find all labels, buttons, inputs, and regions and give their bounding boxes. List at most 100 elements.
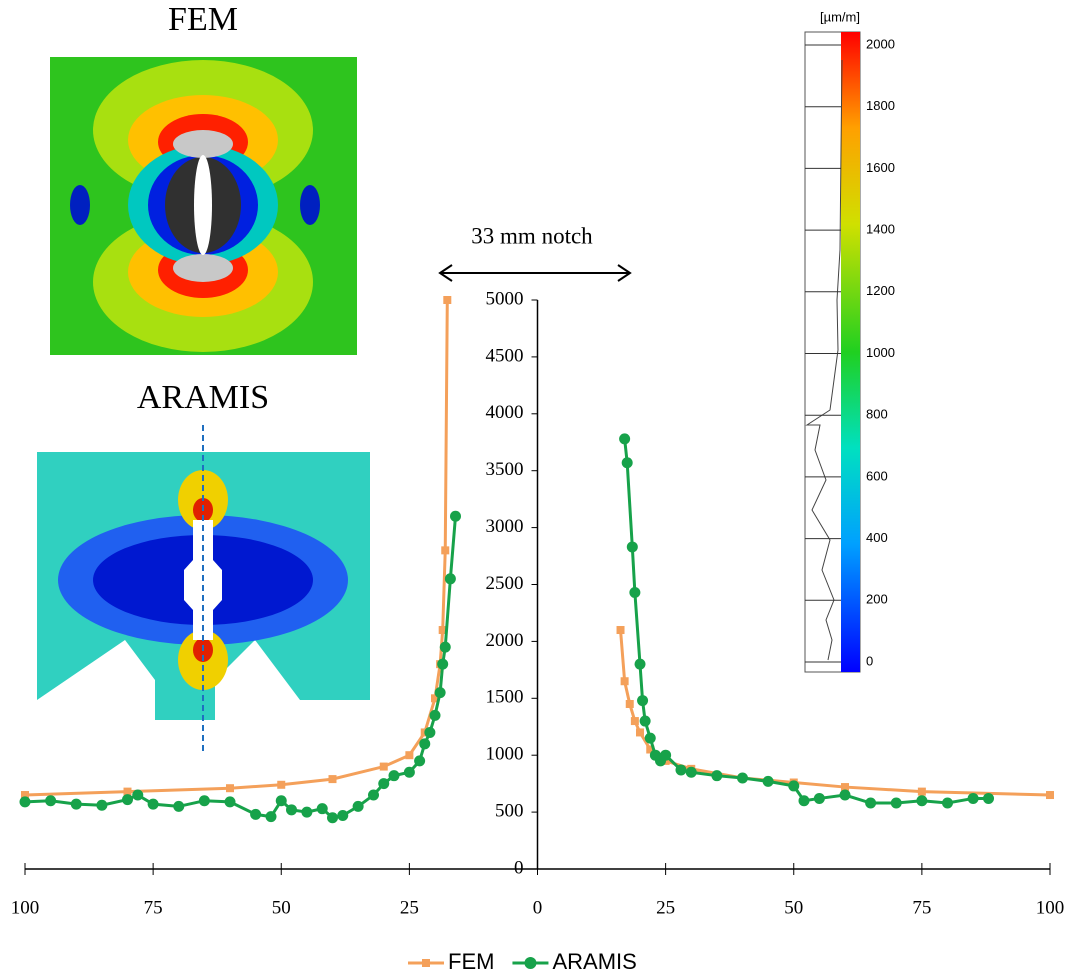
point [968,793,979,804]
colorbar-tick-label: 2000 [866,36,895,51]
point [414,755,425,766]
inset-title: ARAMIS [137,379,269,416]
x-tick-label: 0 [533,897,543,918]
point [380,763,388,771]
point [814,793,825,804]
point [277,781,285,789]
point [626,700,634,708]
colorbar-tick-label: 1400 [866,222,895,237]
point [636,728,644,736]
point [122,794,133,805]
point [443,296,451,304]
point [640,716,651,727]
x-tick-label: 50 [272,897,291,918]
x-tick-label: 100 [1036,897,1065,918]
colorbar-strip [841,32,860,672]
legend-label: ARAMIS [552,949,636,974]
colorbar-tick-label: 1000 [866,345,895,360]
point [435,687,446,698]
point [437,659,448,670]
point [225,796,236,807]
point [1046,791,1054,799]
point [71,799,82,810]
point [617,626,625,634]
point [327,812,338,823]
point [627,541,638,552]
point [676,764,687,775]
y-tick-label: 3000 [486,516,524,537]
point [132,790,143,801]
x-tick-label: 25 [400,897,419,918]
point [440,642,451,653]
x-tick-label: 50 [784,897,803,918]
point [918,788,926,796]
y-tick-label: 2000 [486,630,524,651]
colorbar-unit: [µm/m] [820,9,860,24]
point [317,803,328,814]
y-tick-label: 1500 [486,687,524,708]
notch-arrow [440,265,630,281]
point [629,587,640,598]
x-tick-label: 75 [144,897,163,918]
y-tick-label: 5000 [486,288,524,309]
y-tick-label: 0 [514,857,524,878]
point [645,733,656,744]
point [865,797,876,808]
colorbar-tick-label: 400 [866,530,888,545]
point [419,738,430,749]
point [983,793,994,804]
point [635,659,646,670]
inset-title: FEM [168,1,238,38]
legend: FEM ARAMIS [408,949,637,974]
x-tick-label: 100 [11,897,40,918]
point [226,784,234,792]
y-tick-label: 2500 [486,573,524,594]
point [891,797,902,808]
point [424,727,435,738]
x-tick-label: 25 [656,897,675,918]
point [660,750,671,761]
point [286,804,297,815]
point [916,795,927,806]
point [148,799,159,810]
point [20,796,31,807]
legend-marker [422,959,430,967]
point [301,807,312,818]
y-tick-label: 3500 [486,459,524,480]
y-tick-label: 1000 [486,744,524,765]
point [788,780,799,791]
point [622,457,633,468]
x-tick-label: 75 [912,897,931,918]
point [405,751,413,759]
point [368,790,379,801]
point [637,695,648,706]
point [329,775,337,783]
point [430,710,441,721]
point [389,770,400,781]
point [404,767,415,778]
point [276,795,287,806]
point [686,767,697,778]
point [266,811,277,822]
point [763,776,774,787]
point [441,546,449,554]
chart: FEM ARAMIS [µm/m] 33 mm notch [0,0,1071,974]
y-tick-label: 4000 [486,402,524,423]
legend-label: FEM [448,949,494,974]
colorbar-tick-label: 1200 [866,283,895,298]
aramis-image [37,425,370,752]
colorbar-tick-label: 600 [866,468,888,483]
point [840,790,851,801]
point [337,810,348,821]
fem-image [50,57,357,355]
point [445,573,456,584]
point [353,801,364,812]
point [45,795,56,806]
point [711,770,722,781]
point [631,717,639,725]
point [942,797,953,808]
point [250,809,261,820]
point [799,795,810,806]
colorbar-tick-label: 800 [866,407,888,422]
legend-marker [524,957,536,969]
